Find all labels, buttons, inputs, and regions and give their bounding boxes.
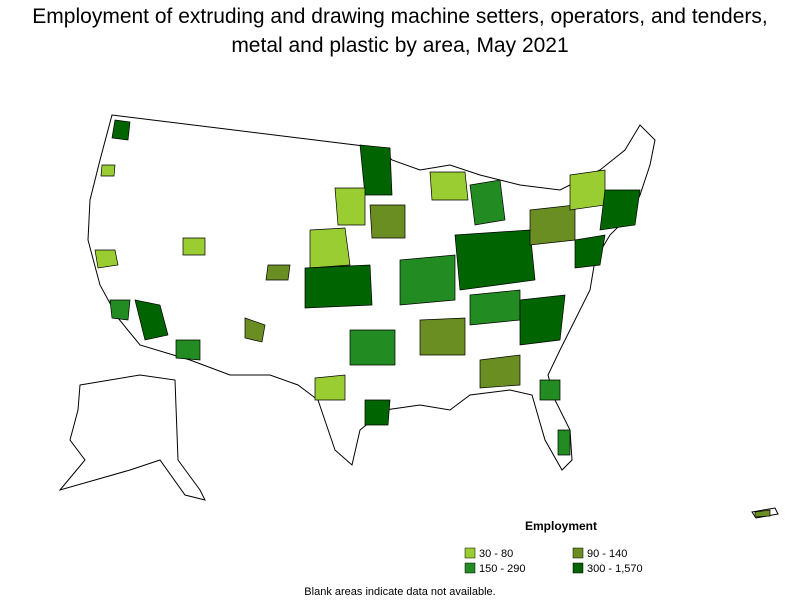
map-area xyxy=(100,164,116,177)
map-area xyxy=(94,249,119,269)
map-area xyxy=(304,264,373,309)
map-area xyxy=(369,204,406,239)
map-area xyxy=(519,294,566,346)
legend-swatch xyxy=(572,562,584,574)
map-area xyxy=(479,354,521,389)
legend-label: 90 - 140 xyxy=(587,548,627,560)
map-area xyxy=(469,289,521,326)
map-area xyxy=(574,234,606,269)
legend-swatch xyxy=(572,547,584,559)
map-area xyxy=(134,299,169,341)
map-area xyxy=(419,317,466,356)
legend-title: Employment xyxy=(525,519,597,533)
map-area xyxy=(529,204,576,246)
map-area xyxy=(182,237,206,256)
legend-swatch xyxy=(464,562,476,574)
alaska xyxy=(58,374,206,501)
map-area xyxy=(754,509,771,518)
map-area xyxy=(399,254,456,306)
legend-label: 30 - 80 xyxy=(479,548,513,560)
legend: 30 - 80 90 - 140 150 - 290 300 - 1,570 xyxy=(464,547,643,575)
map-area xyxy=(557,429,571,456)
map-area xyxy=(539,379,561,401)
map-area xyxy=(175,339,201,361)
map-area xyxy=(349,329,396,366)
map-area xyxy=(265,264,291,281)
map-area xyxy=(111,119,131,141)
map-area xyxy=(429,171,469,201)
map-area xyxy=(569,169,606,211)
map-area xyxy=(364,399,391,426)
map-area xyxy=(454,229,536,291)
map-title: Employment of extruding and drawing mach… xyxy=(32,5,768,57)
legend-swatch xyxy=(464,547,476,559)
legend-label: 300 - 1,570 xyxy=(587,563,643,575)
map-area xyxy=(109,299,131,321)
map-area xyxy=(309,227,351,269)
map-area xyxy=(469,179,506,226)
map-area xyxy=(314,374,346,401)
legend-label: 150 - 290 xyxy=(479,563,525,575)
map-area xyxy=(244,317,266,343)
areas xyxy=(94,119,771,518)
base-map xyxy=(58,114,779,519)
note: Blank areas indicate data not available. xyxy=(304,586,495,598)
map-area xyxy=(599,189,641,231)
map-area xyxy=(359,144,393,196)
map-area xyxy=(334,187,366,226)
